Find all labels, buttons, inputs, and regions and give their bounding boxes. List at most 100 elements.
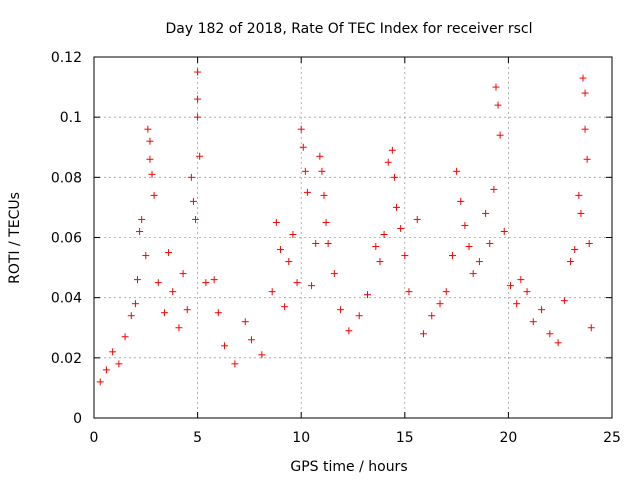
x-axis: 0 5 10 15 20 25 — [90, 57, 621, 446]
y-tick-label: 0.06 — [51, 231, 82, 247]
data-point — [500, 227, 508, 235]
data-point — [355, 312, 363, 320]
y-axis-label: ROTI / TECUs — [7, 192, 23, 284]
data-point — [102, 366, 110, 374]
y-tick-label: 0.02 — [51, 351, 82, 367]
data-point — [194, 95, 202, 103]
data-point — [330, 270, 338, 278]
data-point — [397, 224, 405, 232]
data-point — [268, 288, 276, 296]
data-point — [241, 318, 249, 326]
data-point — [127, 312, 135, 320]
data-point — [469, 270, 477, 278]
data-point — [571, 246, 579, 254]
data-point — [587, 324, 595, 332]
data-point — [196, 152, 204, 160]
data-point — [393, 203, 401, 211]
data-point — [202, 279, 210, 287]
x-tick-label: 25 — [603, 430, 621, 446]
data-point — [96, 378, 104, 386]
data-point — [194, 113, 202, 121]
data-point — [160, 309, 168, 317]
data-point — [390, 173, 398, 181]
data-point — [299, 143, 307, 151]
data-point — [187, 173, 195, 181]
data-point — [194, 68, 202, 76]
data-point — [131, 300, 139, 308]
data-point — [581, 89, 589, 97]
grid — [94, 57, 612, 418]
y-tick-label: 0.08 — [51, 170, 82, 186]
data-point — [380, 230, 388, 238]
data-point — [405, 288, 413, 296]
data-point — [486, 240, 494, 248]
data-point — [482, 209, 490, 217]
data-point — [554, 339, 562, 347]
data-point — [144, 125, 152, 133]
data-point — [529, 318, 537, 326]
y-axis: 0 0.02 0.04 0.06 0.08 0.1 0.12 — [51, 50, 612, 427]
data-point — [293, 279, 301, 287]
data-point — [581, 125, 589, 133]
data-point — [272, 218, 280, 226]
data-point — [461, 221, 469, 229]
data-point — [146, 137, 154, 145]
data-point — [285, 258, 293, 266]
data-point — [165, 249, 173, 257]
data-point — [183, 306, 191, 314]
x-tick-label: 0 — [90, 430, 99, 446]
data-point — [517, 276, 525, 284]
data-point — [192, 215, 200, 223]
data-point — [231, 360, 239, 368]
x-tick-label: 10 — [292, 430, 310, 446]
data-point — [189, 197, 197, 205]
data-point — [513, 300, 521, 308]
data-point — [148, 170, 156, 178]
data-point — [308, 282, 316, 290]
y-tick-label: 0.12 — [51, 50, 82, 66]
data-point — [320, 191, 328, 199]
data-point — [134, 276, 142, 284]
data-point — [436, 300, 444, 308]
data-point — [318, 167, 326, 175]
data-point — [388, 146, 396, 154]
data-point — [281, 303, 289, 311]
data-point — [538, 306, 546, 314]
y-tick-label: 0.1 — [60, 110, 82, 126]
data-point — [136, 227, 144, 235]
data-point — [475, 258, 483, 266]
y-tick-label: 0.04 — [51, 291, 82, 307]
data-point — [175, 324, 183, 332]
data-point — [523, 288, 531, 296]
data-point — [428, 312, 436, 320]
data-point — [214, 309, 222, 317]
data-point — [376, 258, 384, 266]
data-point — [364, 291, 372, 299]
data-point — [345, 327, 353, 335]
data-point — [560, 297, 568, 305]
data-point — [169, 288, 177, 296]
x-tick-label: 15 — [396, 430, 414, 446]
data-point — [301, 167, 309, 175]
data-point — [465, 243, 473, 251]
data-point — [179, 270, 187, 278]
data-points — [96, 68, 595, 386]
data-point — [210, 276, 218, 284]
x-axis-label: GPS time / hours — [290, 459, 407, 475]
data-point — [150, 191, 158, 199]
x-tick-label: 20 — [499, 430, 517, 446]
data-point — [492, 83, 500, 91]
data-point — [312, 240, 320, 248]
data-point — [121, 333, 129, 341]
data-point — [258, 351, 266, 359]
data-point — [154, 279, 162, 287]
data-point — [115, 360, 123, 368]
data-point — [579, 74, 587, 82]
data-point — [316, 152, 324, 160]
data-point — [337, 306, 345, 314]
data-point — [221, 342, 229, 350]
data-point — [442, 288, 450, 296]
data-point — [413, 215, 421, 223]
data-point — [146, 155, 154, 163]
